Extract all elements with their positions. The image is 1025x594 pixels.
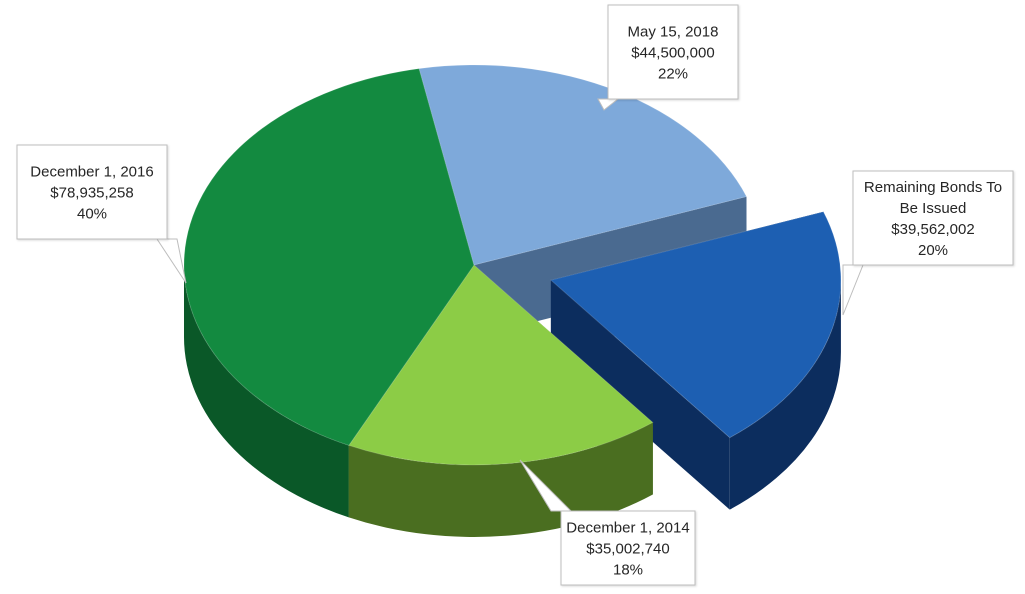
data-label-december-1-2016: December 1, 2016 $78,935,258 40% xyxy=(16,144,187,284)
data-label-december-1-2014-percent: 18% xyxy=(613,562,643,579)
data-label-december-1-2014-amount: $35,002,740 xyxy=(586,541,669,558)
callout-box-december-1-2014 xyxy=(560,510,696,586)
data-label-may-15-2018-label: May 15, 2018 xyxy=(628,24,719,41)
slice-side-remaining-bonds-to-be-issued xyxy=(729,280,841,510)
data-label-may-15-2018-amount: $44,500,000 xyxy=(631,45,714,62)
slice-side-december-1-2016 xyxy=(184,265,349,518)
data-label-december-1-2016-label: December 1, 2016 xyxy=(30,164,153,181)
callout-box-remaining-bonds-to-be-issued xyxy=(852,170,1014,266)
data-label-december-1-2016-percent: 40% xyxy=(77,206,107,223)
slice-december-1-2014 xyxy=(348,264,654,466)
data-label-may-15-2018: May 15, 2018 $44,500,000 22% xyxy=(597,4,739,111)
data-label-december-1-2014-label: December 1, 2014 xyxy=(566,520,689,537)
callout-pointer-remaining-bonds-to-be-issued xyxy=(842,264,864,316)
data-label-remaining-bonds-to-be-issued: Remaining Bonds To Be Issued $39,562,002 20… xyxy=(842,170,1014,316)
callout-box-december-1-2016 xyxy=(16,144,168,240)
data-label-may-15-2018-percent: 22% xyxy=(658,66,688,83)
slice-side-december-1-2014 xyxy=(348,422,653,537)
slice-wall-remaining-bonds-to-be-issued-1 xyxy=(550,280,730,510)
data-label-december-1-2016-amount: $78,935,258 xyxy=(50,185,133,202)
slice-december-1-2016 xyxy=(183,68,475,447)
data-label-remaining-bonds-to-be-issued-label-line2: Be Issued xyxy=(900,200,967,217)
data-label-remaining-bonds-to-be-issued-amount: $39,562,002 xyxy=(891,221,974,238)
callout-box-may-15-2018 xyxy=(607,4,739,100)
callout-pointer-december-1-2016 xyxy=(156,238,187,284)
data-label-december-1-2014: December 1, 2014 $35,002,740 18% xyxy=(519,459,696,586)
data-label-remaining-bonds-to-be-issued-label-line1: Remaining Bonds To xyxy=(864,179,1002,196)
data-label-remaining-bonds-to-be-issued-percent: 20% xyxy=(918,242,948,259)
slice-remaining-bonds-to-be-issued xyxy=(549,211,842,439)
